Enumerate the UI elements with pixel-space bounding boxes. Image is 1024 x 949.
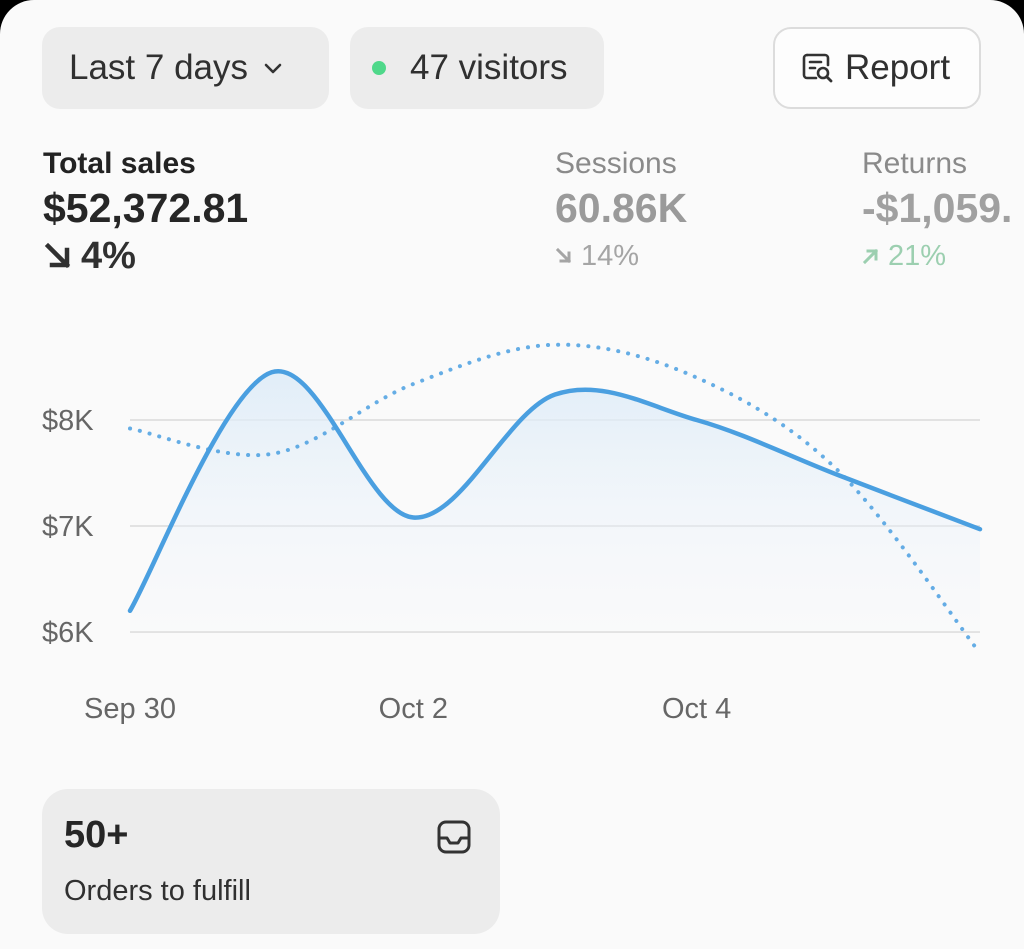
live-status-dot: [372, 61, 386, 75]
metric-change-value: 4%: [81, 235, 136, 277]
x-tick-label: Sep 30: [84, 693, 176, 725]
arrow-down-right-icon: [44, 242, 71, 269]
metric-change-value: 14%: [581, 240, 640, 272]
metric-change: 4%: [43, 235, 248, 277]
metric-change: 14%: [555, 235, 687, 277]
y-tick-label: $7K: [42, 511, 94, 543]
x-axis: Sep 30 Oct 2 Oct 4: [84, 693, 731, 725]
orders-count: 50+: [64, 814, 129, 856]
arrow-down-right-icon: [555, 247, 572, 264]
orders-label: Orders to fulfill: [64, 875, 251, 907]
chevron-down-icon: [264, 63, 282, 74]
metric-value: $52,372.81: [43, 185, 249, 231]
x-tick-label: Oct 2: [379, 693, 448, 725]
y-tick-label: $8K: [42, 405, 94, 437]
y-tick-label: $6K: [42, 617, 94, 649]
inbox-icon: [437, 820, 471, 854]
series-area-fill: [130, 371, 980, 632]
x-tick-label: Oct 4: [662, 693, 731, 725]
chart-series: [127, 342, 983, 656]
metric-value: 60.86K: [555, 185, 688, 231]
metric-label: Total sales: [43, 147, 196, 180]
report-label: Report: [845, 48, 951, 87]
report-search-icon: [802, 53, 833, 83]
metric-change: 21%: [862, 235, 1012, 277]
y-axis: $8K $7K $6K: [42, 405, 94, 649]
metric-change-value: 21%: [888, 240, 947, 272]
visitors-label: 47 visitors: [410, 48, 568, 87]
orders-to-fulfill-card[interactable]: 50+ Orders to fulfill: [42, 789, 500, 934]
date-range-dropdown[interactable]: Last 7 days: [42, 27, 329, 109]
metric-label: Returns: [862, 147, 968, 180]
series-line-comparison: [128, 342, 982, 656]
metric-returns[interactable]: Returns -$1,059. 21%: [862, 146, 1012, 277]
metric-label: Sessions: [555, 147, 677, 180]
sales-line-chart: $8K $7K $6K Sep 30 Oct 2 Oct 4: [42, 342, 983, 725]
live-visitors-button[interactable]: 47 visitors: [350, 27, 604, 109]
metric-sessions[interactable]: Sessions 60.86K 14%: [555, 146, 687, 277]
metric-value: -$1,059.: [862, 185, 1013, 231]
metric-total-sales[interactable]: Total sales $52,372.81 4%: [43, 146, 248, 277]
arrow-up-right-icon: [862, 248, 879, 265]
report-button[interactable]: Report: [773, 27, 981, 109]
series-line-current: [127, 369, 983, 614]
date-range-label: Last 7 days: [69, 48, 248, 87]
